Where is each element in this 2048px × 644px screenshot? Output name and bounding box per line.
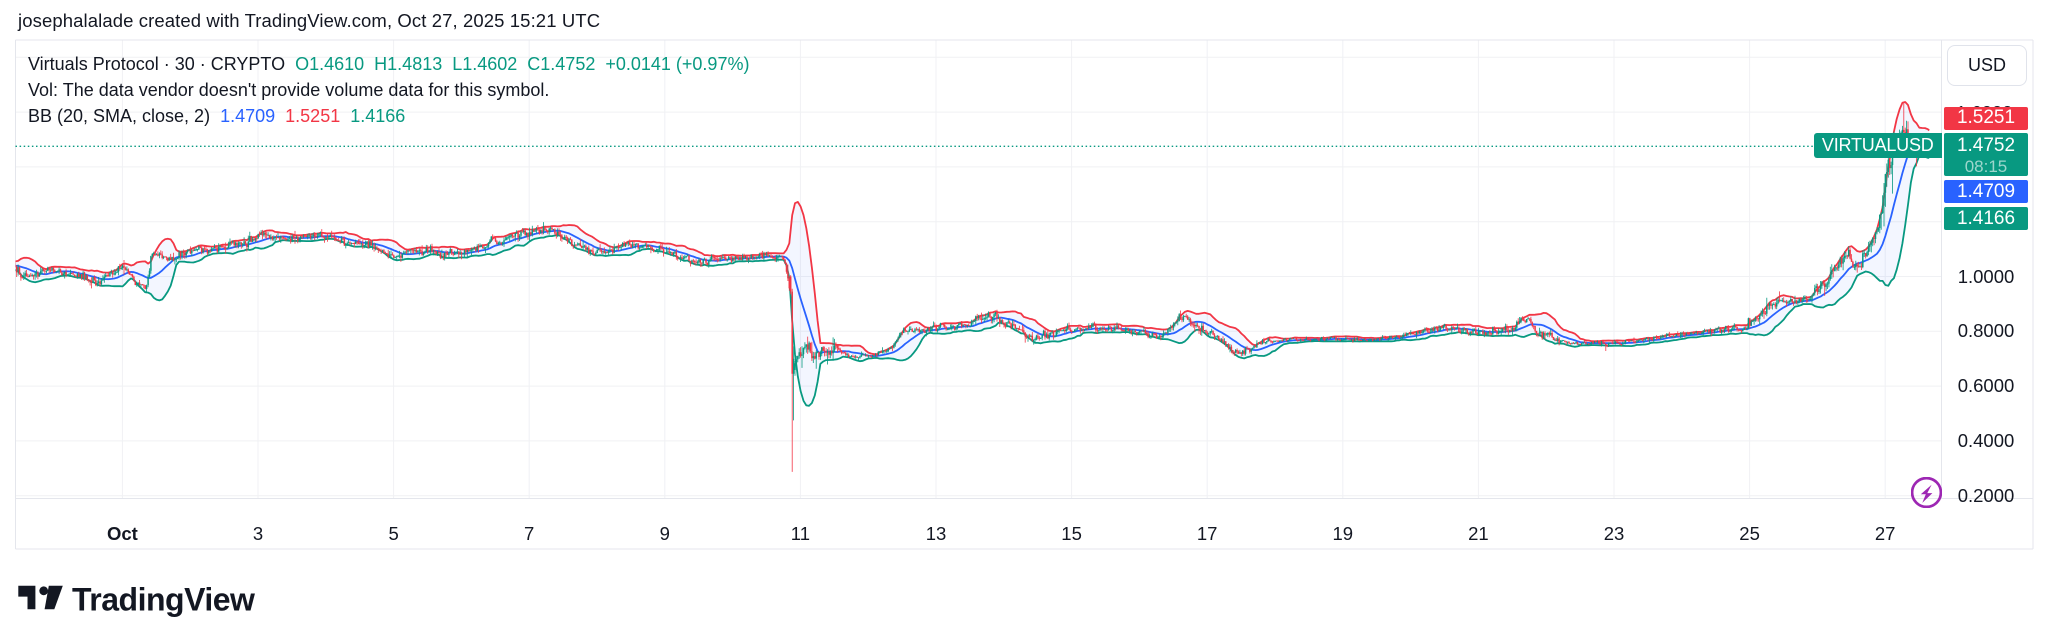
svg-text:TradingView: TradingView: [72, 585, 255, 617]
